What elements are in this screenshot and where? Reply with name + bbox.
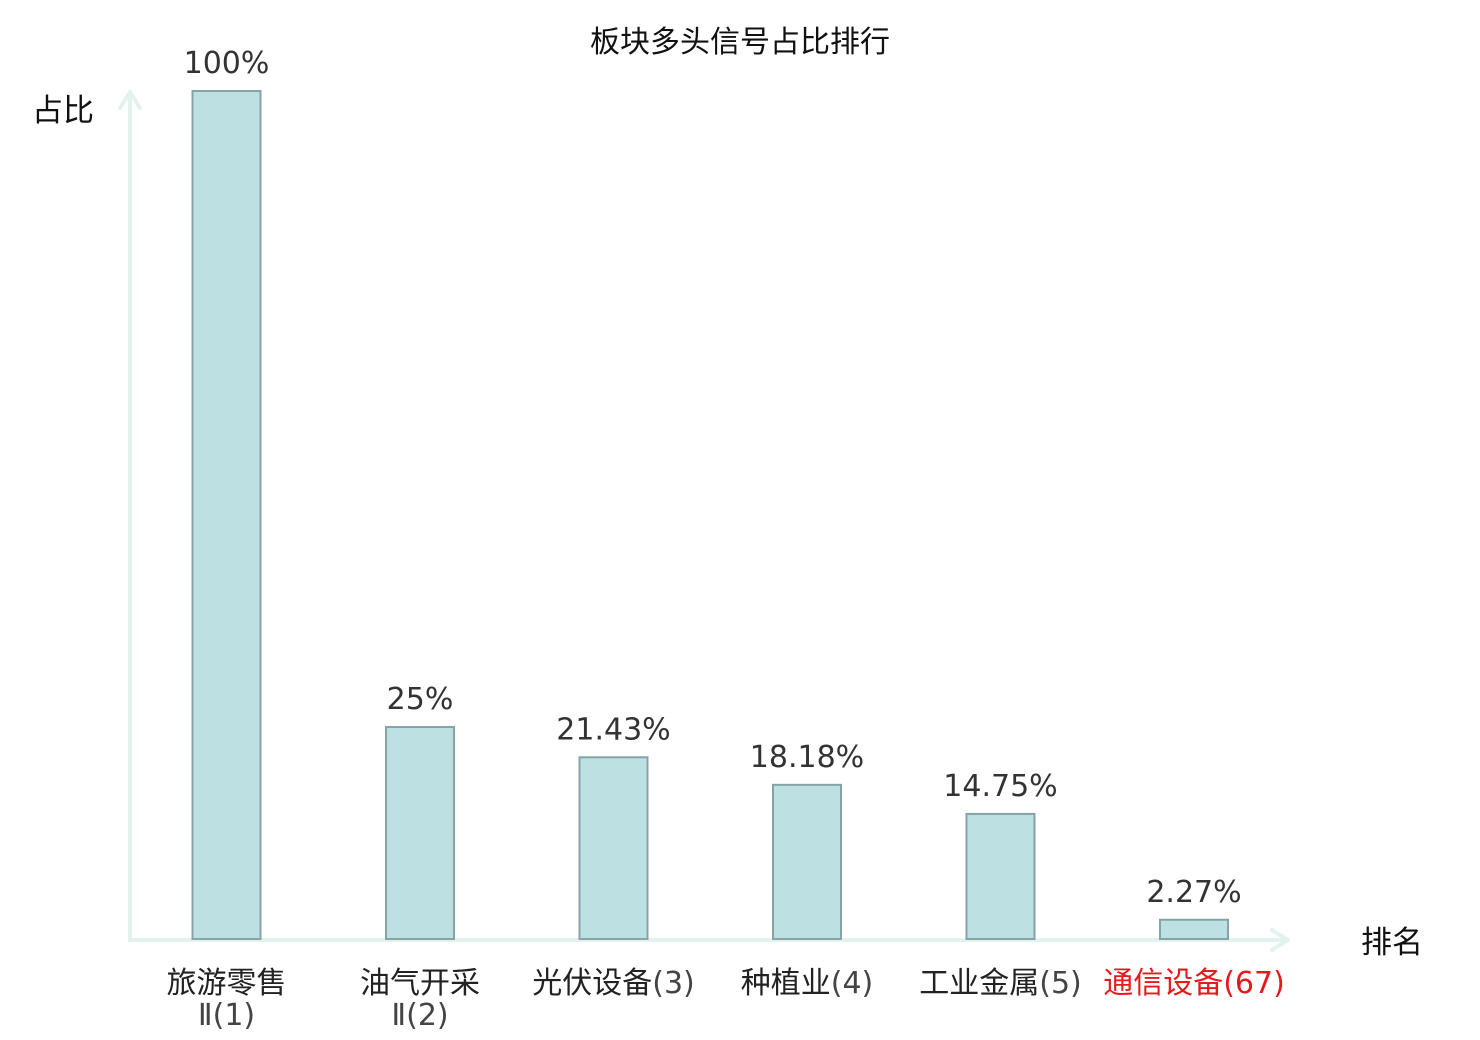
category-name: 工业金属 [919, 966, 1039, 1001]
category-label: 通信设备(67) [1103, 966, 1285, 1001]
category-name: 通信设备 [1103, 966, 1223, 1001]
bar [965, 812, 1036, 940]
value-labels: 100% 25% 21.43% 18.18% 14.75% 2.27% [184, 46, 1242, 910]
value-label: 14.75% [943, 769, 1057, 804]
value-label: 100% [184, 46, 270, 81]
category-name-suffix: Ⅱ [391, 998, 406, 1033]
value-label: 2.27% [1146, 875, 1241, 910]
category-rank: (5) [1039, 966, 1082, 1001]
category-rank: (3) [652, 966, 695, 1001]
x-axis-label: 排名 [1361, 925, 1423, 961]
x-axis-arrowhead [1270, 928, 1290, 952]
category-label-line2: Ⅱ(2) [391, 998, 448, 1033]
category-rank: (4) [831, 966, 874, 1001]
y-axis-label: 占比 [32, 93, 94, 129]
category-label: 油气开采 [360, 966, 480, 1001]
category-name: 光伏设备 [532, 966, 652, 1001]
y-axis [118, 90, 142, 940]
bar [1159, 918, 1229, 941]
category-rank: (1) [213, 998, 256, 1033]
bar [385, 726, 455, 940]
x-axis [128, 928, 1290, 952]
category-name: 旅游零售 [167, 966, 287, 1001]
value-label: 21.43% [556, 712, 670, 747]
category-label-line2: Ⅱ(1) [198, 998, 255, 1033]
value-label: 18.18% [750, 740, 864, 775]
category-rank: (2) [406, 998, 449, 1033]
chart-title: 板块多头信号占比排行 [590, 25, 890, 60]
value-label: 25% [387, 682, 454, 717]
category-label: 工业金属(5) [919, 966, 1082, 1001]
category-label: 光伏设备(3) [532, 966, 695, 1001]
y-axis-arrowhead [118, 90, 142, 110]
category-name-suffix: Ⅱ [198, 998, 213, 1033]
bar [191, 90, 262, 940]
category-label: 旅游零售 [167, 966, 287, 1001]
bar [772, 783, 842, 941]
category-name: 种植业 [741, 966, 831, 1001]
category-name: 油气开采 [360, 966, 480, 1001]
bar [578, 756, 649, 941]
category-rank: (67) [1223, 966, 1285, 1001]
bars [191, 90, 1229, 941]
category-label: 种植业(4) [741, 966, 874, 1001]
